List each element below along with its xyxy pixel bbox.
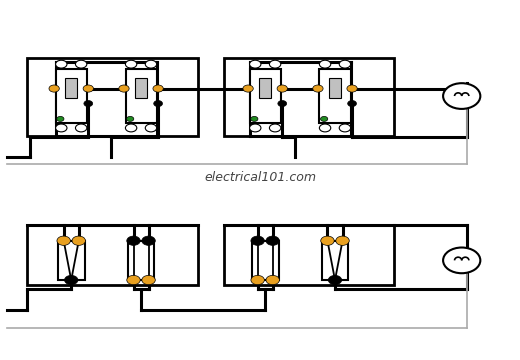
Circle shape (347, 85, 357, 92)
Bar (66, 78, 77, 98)
Circle shape (153, 85, 163, 92)
Circle shape (75, 124, 87, 132)
Circle shape (49, 85, 59, 92)
Circle shape (56, 60, 67, 68)
Bar (250, 69, 281, 123)
Circle shape (251, 275, 264, 285)
Circle shape (145, 60, 157, 68)
Circle shape (72, 236, 85, 246)
Circle shape (320, 116, 328, 121)
Bar (319, 69, 350, 123)
Circle shape (145, 124, 157, 132)
Bar (224, 225, 395, 285)
Bar (224, 58, 395, 136)
Circle shape (243, 85, 253, 92)
Circle shape (84, 100, 93, 107)
Circle shape (125, 60, 137, 68)
Bar (321, 241, 348, 280)
Circle shape (278, 100, 287, 107)
Circle shape (269, 60, 281, 68)
Bar (259, 78, 271, 98)
Circle shape (64, 275, 78, 285)
Circle shape (142, 236, 155, 246)
Circle shape (250, 124, 261, 132)
Circle shape (126, 116, 134, 121)
Circle shape (277, 85, 288, 92)
Circle shape (269, 124, 281, 132)
Circle shape (443, 83, 480, 109)
Circle shape (266, 236, 279, 246)
Circle shape (251, 116, 258, 121)
Circle shape (251, 236, 264, 246)
Circle shape (319, 60, 331, 68)
Circle shape (443, 248, 480, 273)
Bar (329, 78, 341, 98)
Circle shape (57, 236, 70, 246)
Bar (135, 78, 147, 98)
Circle shape (339, 124, 350, 132)
Circle shape (154, 100, 163, 107)
Circle shape (57, 116, 64, 121)
Circle shape (250, 60, 261, 68)
Text: electrical101.com: electrical101.com (204, 171, 316, 184)
Circle shape (142, 275, 155, 285)
Bar (252, 241, 279, 280)
Bar (56, 69, 87, 123)
Circle shape (127, 236, 140, 246)
Circle shape (127, 275, 140, 285)
Circle shape (83, 85, 94, 92)
Bar (125, 69, 157, 123)
Bar (58, 241, 85, 280)
Circle shape (321, 236, 334, 246)
Circle shape (313, 85, 323, 92)
Circle shape (348, 100, 357, 107)
Circle shape (119, 85, 129, 92)
Circle shape (336, 236, 349, 246)
Circle shape (125, 124, 137, 132)
Circle shape (75, 60, 87, 68)
Circle shape (328, 275, 342, 285)
Circle shape (319, 124, 331, 132)
Bar (27, 58, 198, 136)
Circle shape (339, 60, 350, 68)
Bar (27, 225, 198, 285)
Circle shape (56, 124, 67, 132)
Bar (127, 241, 154, 280)
Circle shape (266, 275, 279, 285)
